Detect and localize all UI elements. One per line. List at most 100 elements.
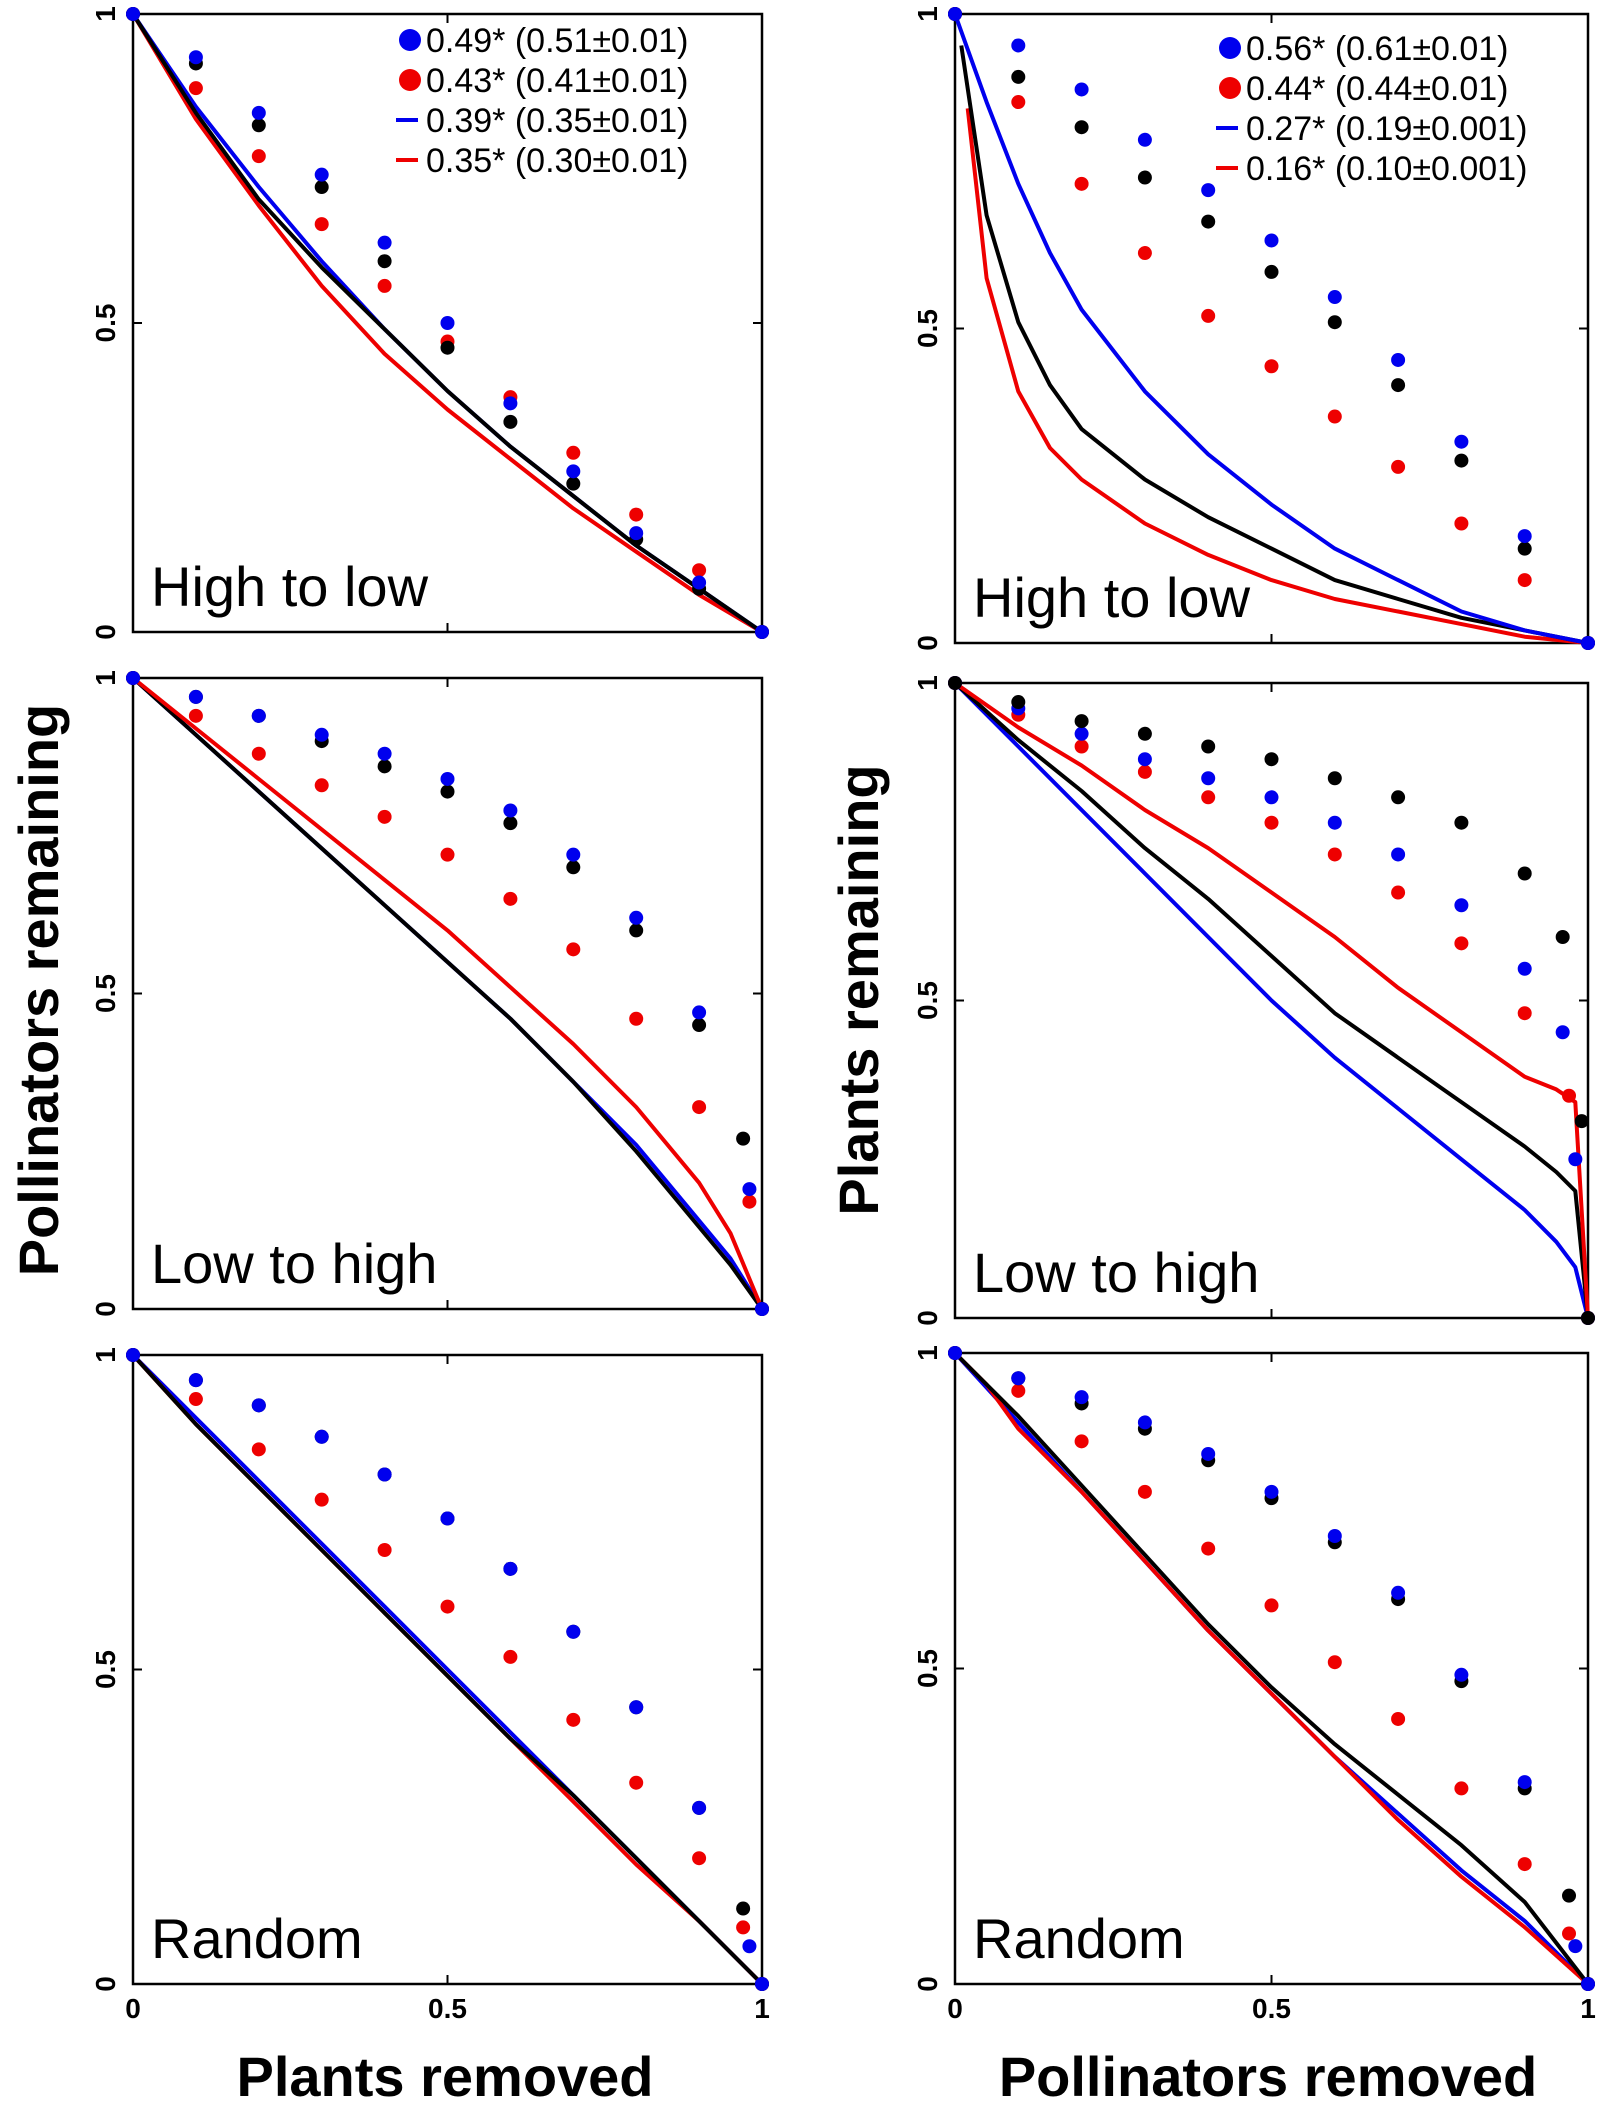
left-random-blue-dots-point-5	[440, 1511, 455, 1526]
right-high-to-low-red-line-line	[965, 108, 1589, 645]
left-high-to-low-red-dots-point-7	[566, 445, 581, 460]
left-random-blue-dots-point-1	[188, 1373, 203, 1388]
right-low-to-high-black-dots-point-12	[1581, 1311, 1595, 1325]
right-random-ytick-label-2: 1	[912, 1345, 943, 1361]
y-axis-title-right: Plants remaining	[827, 764, 890, 1215]
right-high-to-low-red-dots-point-7	[1391, 459, 1406, 474]
left-random-blue-dots-point-3	[314, 1429, 329, 1444]
left-low-to-high-red-dots-point-4	[377, 809, 392, 824]
right-random-xtick-label-0: 0	[947, 1993, 963, 2024]
right-low-to-high-blue-dots-point-6	[1327, 815, 1342, 830]
right-low-to-high-blue-dots-point-9	[1517, 961, 1532, 976]
right-low-to-high-black-dots-point-7	[1391, 790, 1406, 805]
right-random-blue-line-line	[953, 1351, 1590, 1986]
left-high-to-low-blue-dots-point-4	[377, 235, 392, 250]
x-axis-title-left: Plants removed	[236, 2045, 653, 2104]
right-random-blue-dots-point-10	[1568, 1939, 1583, 1954]
right-random-blue-dots-point-3	[1137, 1415, 1152, 1430]
right-low-to-high-red-dots-point-10	[1562, 1088, 1577, 1103]
right-high-to-low-red-dots-point-6	[1327, 409, 1342, 424]
left-low-to-high-blue-dots-point-6	[503, 803, 518, 818]
left-high-to-low-red-dots-point-4	[377, 278, 392, 293]
right-low-to-high-blue-dots-point-4	[1201, 771, 1216, 786]
right-high-to-low-blue-dots-point-0	[948, 7, 962, 21]
right-high-to-low-black-dots-point-5	[1264, 264, 1279, 279]
left-random-blue-dots-point-11	[755, 1977, 769, 1991]
left-random-red-dots-point-5	[440, 1599, 455, 1614]
left-low-to-high-black-line-line	[131, 676, 764, 1311]
right-high-to-low-black-dots-point-6	[1327, 315, 1342, 330]
left-high-to-low-blue-dots-point-2	[251, 105, 266, 120]
y-axis-title-left: Pollinators remaining	[7, 704, 70, 1277]
right-low-to-high-black-dots-point-9	[1517, 866, 1532, 881]
right-low-to-high-label: Low to high	[973, 1241, 1259, 1304]
left-low-to-high-ytick-label-0: 0	[90, 1301, 121, 1317]
right-random-xtick-label-2: 1	[1580, 1993, 1596, 2024]
left-high-to-low-blue-dots-point-9	[692, 575, 707, 590]
right-low-to-high-black-dots-point-5	[1264, 752, 1279, 767]
left-random-ytick-label-1: 0.5	[90, 1650, 121, 1689]
right-low-to-high-black-dots-point-6	[1327, 771, 1342, 786]
left-low-to-high-black-dots-point-8	[629, 923, 644, 938]
legend-right-entry-0: 0.56* (0.61±0.01)	[1246, 30, 1509, 68]
left-high-to-low-black-line-line	[131, 12, 764, 634]
left-low-to-high-blue-dots-point-5	[440, 771, 455, 786]
right-random-blue-dots-point-2	[1074, 1390, 1089, 1405]
right-low-to-high-blue-dots-point-2	[1074, 726, 1089, 741]
left-high-to-low-blue-dots-point-1	[188, 50, 203, 65]
left-low-to-high-red-dots-point-8	[629, 1011, 644, 1026]
right-high-to-low-black-dots-point-2	[1074, 120, 1089, 135]
right-low-to-high-red-dots-point-6	[1327, 847, 1342, 862]
left-random-red-dots-point-1	[188, 1392, 203, 1407]
left-high-to-low-black-dots-point-4	[377, 254, 392, 269]
left-low-to-high-black-dots-point-4	[377, 759, 392, 774]
right-high-to-low-black-dots-point-8	[1454, 453, 1469, 468]
right-high-to-low-blue-dots-point-8	[1454, 434, 1469, 449]
left-low-to-high-blue-dots-point-8	[629, 910, 644, 925]
left-low-to-high-red-dots-point-6	[503, 891, 518, 906]
right-low-to-high-black-dots-point-8	[1454, 815, 1469, 830]
left-low-to-high-blue-dots-point-7	[566, 847, 581, 862]
right-random-blue-dots-point-1	[1011, 1371, 1026, 1386]
right-low-to-high-blue-dots-point-10	[1555, 1025, 1570, 1040]
right-random-ytick-label-0: 0	[912, 1976, 943, 1992]
left-random-blue-dots-point-10	[742, 1939, 757, 1954]
right-low-to-high-blue-dots-point-7	[1391, 847, 1406, 862]
right-random-blue-dots-point-5	[1264, 1484, 1279, 1499]
right-random-red-dots-point-10	[1562, 1926, 1577, 1941]
left-random-blue-dots-point-0	[126, 1348, 140, 1362]
right-random-red-dots-point-2	[1074, 1434, 1089, 1449]
left-high-to-low-blue-dots-point-6	[503, 396, 518, 411]
right-random-blue-dots-point-8	[1454, 1667, 1469, 1682]
left-high-to-low-label: High to low	[151, 555, 429, 618]
legend-right-entry-1: 0.44* (0.44±0.01)	[1246, 70, 1509, 108]
left-random-blue-dots-point-2	[251, 1398, 266, 1413]
left-random-ytick-label-2: 1	[90, 1347, 121, 1363]
right-random-red-dots-point-8	[1454, 1781, 1469, 1796]
left-high-to-low-red-dots-point-2	[251, 149, 266, 164]
right-random-red-dots-point-7	[1391, 1711, 1406, 1726]
right-high-to-low-blue-dots-point-10	[1581, 636, 1595, 650]
left-high-to-low-black-dots-point-2	[251, 118, 266, 133]
left-random-blue-dots-point-6	[503, 1561, 518, 1576]
legend-left-entry-3: 0.35* (0.30±0.01)	[426, 142, 689, 180]
left-low-to-high-red-dots-point-1	[188, 708, 203, 723]
left-high-to-low-black-dots-point-5	[440, 340, 455, 355]
left-high-to-low-blue-dots-point-10	[755, 625, 769, 639]
left-random-blue-dots-point-8	[629, 1700, 644, 1715]
right-low-to-high-red-dots-point-7	[1391, 885, 1406, 900]
left-low-to-high-red-dots-point-9	[692, 1100, 707, 1115]
left-high-to-low-red-dots-point-3	[314, 217, 329, 232]
left-low-to-high-blue-dots-point-0	[126, 671, 140, 685]
right-random-blue-dots-point-4	[1201, 1446, 1216, 1461]
right-random-blue-dots-point-6	[1327, 1528, 1342, 1543]
right-high-to-low-black-dots-point-4	[1201, 214, 1216, 229]
right-low-to-high-black-dots-point-10	[1555, 930, 1570, 944]
right-random-red-dots-point-6	[1327, 1655, 1342, 1670]
left-low-to-high-black-dots-point-6	[503, 816, 518, 831]
right-high-to-low-red-dots-point-4	[1201, 308, 1216, 323]
left-high-to-low-red-line-line	[131, 12, 764, 634]
right-high-to-low-blue-dots-point-5	[1264, 233, 1279, 248]
right-random-blue-dots-point-7	[1391, 1585, 1406, 1600]
